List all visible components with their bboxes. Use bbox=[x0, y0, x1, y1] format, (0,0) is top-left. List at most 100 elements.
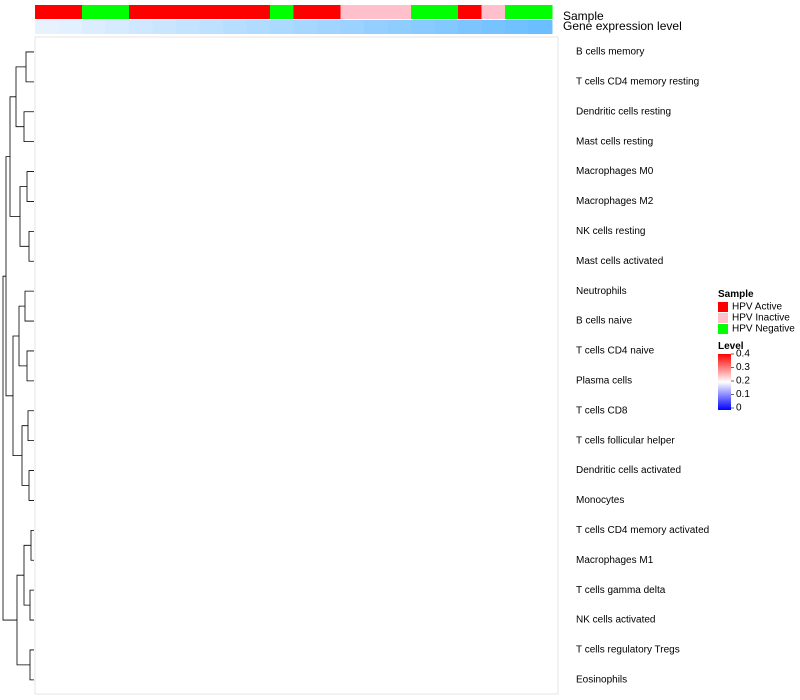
sample-legend-title: Sample bbox=[718, 289, 754, 300]
track-label-sample: Sample bbox=[563, 9, 604, 23]
row-label: Dendritic cells activated bbox=[576, 465, 681, 476]
expr-bar-cell bbox=[387, 20, 412, 34]
expr-bar-cell bbox=[293, 20, 318, 34]
sample-legend-label: HPV Active bbox=[732, 302, 782, 313]
dendrogram-link bbox=[30, 529, 34, 561]
level-legend-title: Level bbox=[718, 341, 744, 352]
expr-bar-cell bbox=[458, 20, 482, 34]
heatmap-plot-area bbox=[34, 36, 559, 695]
row-label: T cells CD4 memory resting bbox=[576, 76, 699, 87]
dendrogram-link bbox=[19, 186, 29, 247]
dendrogram-link bbox=[25, 51, 34, 83]
sample-bar-cell bbox=[411, 5, 435, 19]
row-label: Monocytes bbox=[576, 495, 624, 506]
sample-legend-label: HPV Inactive bbox=[732, 313, 790, 324]
dendrogram-link bbox=[26, 171, 34, 202]
sample-bar-cell bbox=[199, 5, 224, 19]
sample-bar-cell bbox=[387, 5, 412, 19]
expr-bar-cell bbox=[199, 20, 224, 34]
row-label: T cells follicular helper bbox=[576, 435, 675, 446]
gene-expression-level-bar bbox=[35, 20, 553, 34]
sample-annotation-bar bbox=[35, 5, 553, 19]
row-label: Mast cells activated bbox=[576, 256, 663, 267]
dendrogram-link bbox=[24, 290, 34, 322]
expr-bar-cell bbox=[434, 20, 459, 34]
dendrogram-link bbox=[27, 410, 34, 442]
level-tick-label: 0.1 bbox=[736, 389, 750, 400]
dendrogram-link bbox=[9, 96, 20, 217]
sample-bar-cell bbox=[340, 5, 365, 19]
sample-bar-cell bbox=[105, 5, 130, 19]
sample-bar-cell bbox=[129, 5, 153, 19]
row-label: T cells regulatory Tregs bbox=[576, 645, 680, 656]
sample-bar-cell bbox=[176, 5, 200, 19]
row-labels: B cells memory T cells CD4 memory resting… bbox=[576, 47, 709, 686]
row-label: NK cells resting bbox=[576, 226, 645, 237]
expr-bar-cell bbox=[176, 20, 200, 34]
sample-legend-swatch bbox=[718, 302, 728, 312]
sample-bar-cell bbox=[270, 5, 294, 19]
expr-bar-cell bbox=[82, 20, 106, 34]
dendrogram-link bbox=[16, 574, 30, 666]
expr-bar-cell bbox=[411, 20, 435, 34]
dendrogram-link bbox=[15, 66, 26, 128]
row-dendrogram bbox=[2, 51, 34, 681]
expr-bar-cell bbox=[340, 20, 365, 34]
row-label: B cells memory bbox=[576, 47, 644, 58]
sample-bar-cell bbox=[35, 5, 59, 19]
dendrogram-link bbox=[28, 230, 34, 262]
dendrogram-link bbox=[26, 350, 34, 382]
sample-bar-cell bbox=[364, 5, 388, 19]
row-label: Plasma cells bbox=[576, 375, 632, 386]
sample-bar-cell bbox=[481, 5, 506, 19]
row-label: T cells gamma delta bbox=[576, 585, 666, 596]
dendrogram-link bbox=[18, 305, 27, 367]
expr-bar-cell bbox=[528, 20, 553, 34]
sample-bar-cell bbox=[505, 5, 529, 19]
expr-bar-cell bbox=[505, 20, 529, 34]
expr-bar-cell bbox=[364, 20, 388, 34]
track-label-gene-expression: Gene expression level bbox=[563, 19, 682, 33]
expr-bar-cell bbox=[223, 20, 247, 34]
dendrogram-link bbox=[29, 589, 34, 621]
level-legend-ticks: 0.4 0.3 0.2 0.1 0 bbox=[731, 349, 750, 414]
expr-bar-cell bbox=[58, 20, 83, 34]
row-label: Mast cells resting bbox=[576, 136, 653, 147]
sample-bar-cell bbox=[246, 5, 271, 19]
dendrogram-link bbox=[29, 649, 34, 681]
level-tick-label: 0.2 bbox=[736, 376, 750, 387]
expr-bar-cell bbox=[481, 20, 506, 34]
expr-bar-cell bbox=[152, 20, 177, 34]
row-label: B cells naive bbox=[576, 316, 633, 327]
expr-bar-cell bbox=[317, 20, 341, 34]
expr-bar-cell bbox=[246, 20, 271, 34]
sample-bar-cell bbox=[317, 5, 341, 19]
sample-bar-cell bbox=[152, 5, 177, 19]
dendrogram-link bbox=[5, 156, 13, 397]
dendrogram-link bbox=[2, 275, 17, 621]
sample-legend-swatch bbox=[718, 324, 728, 334]
sample-bar-cell bbox=[82, 5, 106, 19]
level-tick-label: 0.3 bbox=[736, 362, 750, 373]
sample-legend-label: HPV Negative bbox=[732, 324, 795, 335]
sample-bar-cell bbox=[434, 5, 459, 19]
row-label: NK cells activated bbox=[576, 615, 655, 626]
level-color-bar bbox=[718, 354, 731, 410]
expr-bar-cell bbox=[129, 20, 153, 34]
row-label: Dendritic cells resting bbox=[576, 106, 671, 117]
level-tick-label: 0.4 bbox=[736, 349, 750, 360]
sample-bar-cell bbox=[293, 5, 318, 19]
row-label: Neutrophils bbox=[576, 286, 627, 297]
row-label: Macrophages M0 bbox=[576, 166, 654, 177]
sample-bar-cell bbox=[58, 5, 83, 19]
sample-bar-cell bbox=[223, 5, 247, 19]
sample-bar-cell bbox=[458, 5, 482, 19]
expr-bar-cell bbox=[105, 20, 130, 34]
dendrogram-link bbox=[28, 470, 34, 501]
sample-bar-cell bbox=[528, 5, 553, 19]
row-label: Macrophages M2 bbox=[576, 196, 654, 207]
